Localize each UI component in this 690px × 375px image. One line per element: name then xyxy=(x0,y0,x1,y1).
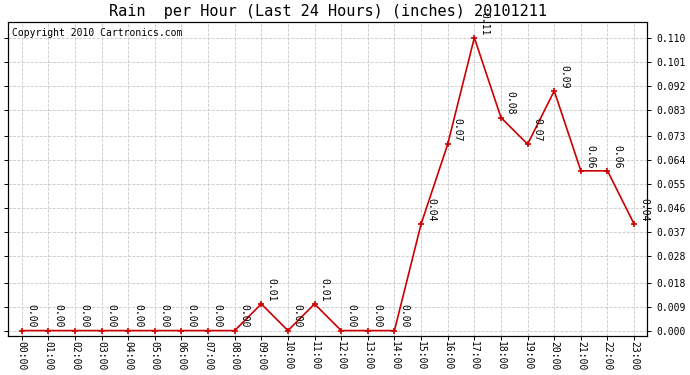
Text: 0.00: 0.00 xyxy=(106,304,117,328)
Text: 0.07: 0.07 xyxy=(533,118,542,141)
Text: 0.09: 0.09 xyxy=(559,65,569,88)
Text: Copyright 2010 Cartronics.com: Copyright 2010 Cartronics.com xyxy=(12,28,182,38)
Text: 0.04: 0.04 xyxy=(426,198,436,221)
Text: 0.00: 0.00 xyxy=(400,304,409,328)
Text: 0.00: 0.00 xyxy=(159,304,170,328)
Text: 0.11: 0.11 xyxy=(479,12,489,35)
Text: 0.00: 0.00 xyxy=(53,304,63,328)
Text: 0.00: 0.00 xyxy=(213,304,223,328)
Text: 0.07: 0.07 xyxy=(453,118,462,141)
Text: 0.06: 0.06 xyxy=(586,145,595,168)
Text: 0.06: 0.06 xyxy=(612,145,622,168)
Text: 0.00: 0.00 xyxy=(26,304,37,328)
Text: 0.08: 0.08 xyxy=(506,92,515,115)
Text: 0.00: 0.00 xyxy=(186,304,196,328)
Text: 0.01: 0.01 xyxy=(266,278,276,301)
Text: 0.00: 0.00 xyxy=(293,304,303,328)
Title: Rain  per Hour (Last 24 Hours) (inches) 20101211: Rain per Hour (Last 24 Hours) (inches) 2… xyxy=(109,4,547,19)
Text: 0.01: 0.01 xyxy=(319,278,329,301)
Text: 0.00: 0.00 xyxy=(80,304,90,328)
Text: 0.00: 0.00 xyxy=(346,304,356,328)
Text: 0.00: 0.00 xyxy=(373,304,383,328)
Text: 0.04: 0.04 xyxy=(639,198,649,221)
Text: 0.00: 0.00 xyxy=(239,304,250,328)
Text: 0.00: 0.00 xyxy=(133,304,143,328)
